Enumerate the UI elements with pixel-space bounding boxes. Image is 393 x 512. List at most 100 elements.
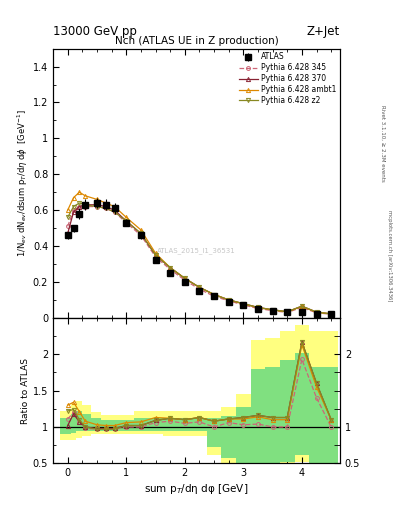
Pythia 6.428 370 — [103, 203, 108, 209]
Pythia 6.428 z2 — [270, 307, 275, 313]
Bar — [82, 414, 91, 431]
Pythia 6.428 ambt1 — [329, 311, 334, 317]
Pythia 6.428 345 — [212, 293, 217, 300]
Bar — [148, 418, 163, 431]
Pythia 6.428 370 — [168, 265, 173, 271]
Pythia 6.428 z2 — [153, 252, 158, 258]
Text: Z+Jet: Z+Jet — [307, 26, 340, 38]
Bar — [120, 420, 134, 431]
Pythia 6.428 z2 — [124, 218, 129, 224]
Pythia 6.428 z2 — [83, 202, 88, 208]
Pythia 6.428 370 — [153, 252, 158, 258]
Line: Pythia 6.428 370: Pythia 6.428 370 — [66, 203, 333, 316]
Pythia 6.428 ambt1 — [212, 291, 217, 297]
Bar — [134, 411, 148, 434]
Bar — [101, 415, 110, 434]
Pythia 6.428 ambt1 — [65, 207, 70, 213]
Bar — [71, 403, 77, 440]
Pythia 6.428 345 — [255, 306, 260, 312]
Pythia 6.428 370 — [241, 301, 246, 307]
Pythia 6.428 ambt1 — [226, 297, 231, 303]
Pythia 6.428 345 — [83, 203, 88, 209]
Pythia 6.428 370 — [197, 284, 202, 290]
Pythia 6.428 ambt1 — [112, 203, 117, 209]
Pythia 6.428 345 — [65, 223, 70, 229]
Bar — [309, 331, 324, 472]
Pythia 6.428 345 — [95, 203, 99, 209]
Pythia 6.428 370 — [212, 291, 217, 297]
Bar — [61, 418, 71, 434]
Pythia 6.428 370 — [124, 218, 129, 224]
Pythia 6.428 370 — [95, 202, 99, 208]
Pythia 6.428 ambt1 — [270, 307, 275, 313]
Pythia 6.428 345 — [71, 207, 76, 213]
Bar — [91, 418, 101, 431]
Pythia 6.428 ambt1 — [77, 189, 82, 195]
Bar — [265, 367, 280, 468]
Bar — [178, 411, 192, 436]
Pythia 6.428 345 — [270, 308, 275, 314]
Line: Pythia 6.428 ambt1: Pythia 6.428 ambt1 — [66, 190, 333, 316]
Pythia 6.428 370 — [138, 230, 143, 237]
Pythia 6.428 345 — [226, 297, 231, 304]
Pythia 6.428 z2 — [95, 203, 99, 209]
Pythia 6.428 345 — [182, 277, 187, 283]
Pythia 6.428 z2 — [77, 200, 82, 206]
Line: Pythia 6.428 345: Pythia 6.428 345 — [66, 205, 333, 316]
Pythia 6.428 370 — [112, 207, 117, 213]
Text: ATLAS_2015_I1_36531: ATLAS_2015_I1_36531 — [157, 247, 236, 254]
Pythia 6.428 370 — [270, 307, 275, 313]
Bar — [110, 415, 120, 434]
Bar — [251, 369, 265, 468]
Bar — [251, 339, 265, 476]
Pythia 6.428 z2 — [299, 303, 304, 309]
Pythia 6.428 345 — [103, 205, 108, 211]
Text: mcplots.cern.ch [arXiv:1306.3436]: mcplots.cern.ch [arXiv:1306.3436] — [387, 210, 391, 302]
Text: Rivet 3.1.10, ≥ 2.3M events: Rivet 3.1.10, ≥ 2.3M events — [381, 105, 386, 182]
Legend: ATLAS, Pythia 6.428 345, Pythia 6.428 370, Pythia 6.428 ambt1, Pythia 6.428 z2: ATLAS, Pythia 6.428 345, Pythia 6.428 37… — [236, 50, 338, 108]
Y-axis label: Ratio to ATLAS: Ratio to ATLAS — [21, 357, 30, 423]
Pythia 6.428 ambt1 — [83, 193, 88, 199]
Text: 13000 GeV pp: 13000 GeV pp — [53, 26, 137, 38]
Pythia 6.428 345 — [197, 286, 202, 292]
Bar — [236, 394, 251, 472]
Pythia 6.428 z2 — [285, 309, 290, 315]
Bar — [91, 413, 101, 434]
Bar — [192, 418, 207, 431]
Bar — [280, 331, 295, 469]
Pythia 6.428 ambt1 — [153, 250, 158, 257]
Bar — [295, 353, 309, 455]
Pythia 6.428 370 — [83, 202, 88, 208]
Pythia 6.428 z2 — [226, 297, 231, 303]
X-axis label: sum p$_T$/dη dφ [GeV]: sum p$_T$/dη dφ [GeV] — [144, 482, 249, 497]
Y-axis label: 1/N$_{ev}$ dN$_{ev}$/dsum p$_T$/d$\eta$ d$\phi$  [GeV$^{-1}$]: 1/N$_{ev}$ dN$_{ev}$/dsum p$_T$/d$\eta$ … — [16, 110, 30, 257]
Bar — [110, 420, 120, 431]
Pythia 6.428 ambt1 — [168, 265, 173, 271]
Pythia 6.428 z2 — [212, 291, 217, 297]
Bar — [309, 367, 324, 465]
Pythia 6.428 z2 — [314, 309, 319, 315]
Pythia 6.428 z2 — [168, 265, 173, 271]
Pythia 6.428 345 — [329, 311, 334, 317]
Bar — [101, 420, 110, 431]
Pythia 6.428 ambt1 — [255, 305, 260, 311]
Pythia 6.428 370 — [314, 309, 319, 315]
Pythia 6.428 ambt1 — [314, 309, 319, 315]
Pythia 6.428 345 — [241, 302, 246, 308]
Bar — [178, 418, 192, 431]
Pythia 6.428 ambt1 — [138, 227, 143, 233]
Pythia 6.428 ambt1 — [124, 214, 129, 220]
Title: Nch (ATLAS UE in Z production): Nch (ATLAS UE in Z production) — [115, 36, 278, 47]
Pythia 6.428 345 — [168, 266, 173, 272]
Pythia 6.428 370 — [299, 303, 304, 309]
Pythia 6.428 370 — [71, 209, 76, 215]
Pythia 6.428 345 — [153, 254, 158, 260]
Bar — [207, 418, 221, 447]
Pythia 6.428 345 — [314, 310, 319, 316]
Pythia 6.428 ambt1 — [103, 200, 108, 206]
Bar — [207, 411, 221, 455]
Pythia 6.428 ambt1 — [241, 301, 246, 307]
Bar — [163, 418, 178, 431]
Bar — [324, 367, 338, 465]
Bar — [324, 331, 338, 472]
